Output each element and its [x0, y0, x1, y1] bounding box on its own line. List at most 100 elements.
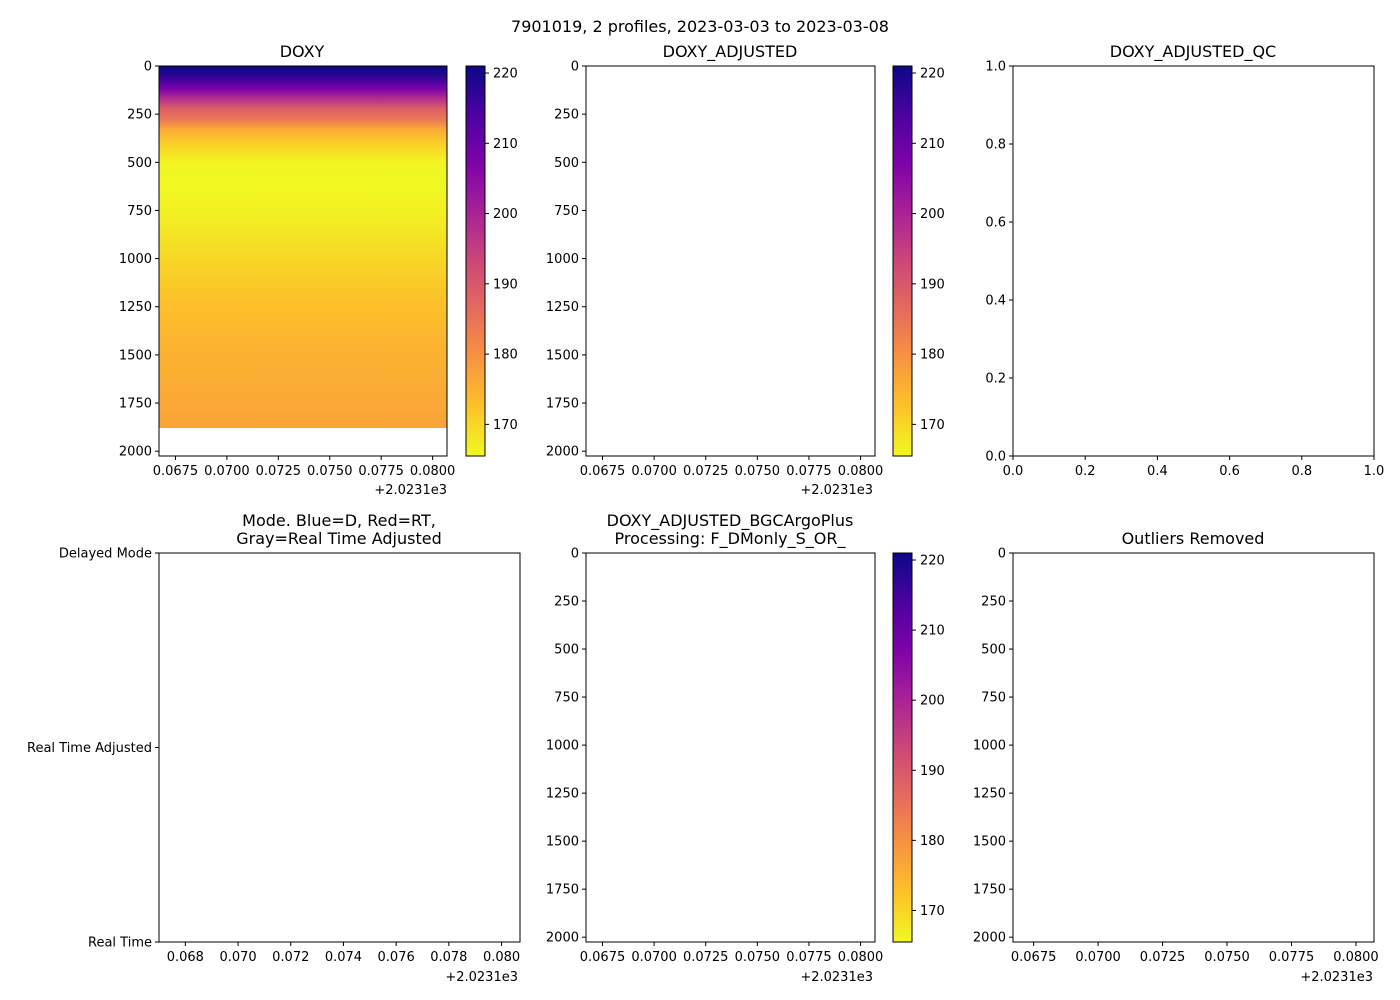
doxy-y-tick-label: 1250: [119, 300, 152, 315]
doxy-adjusted-qc-x-tick-label: 1.0: [1364, 464, 1385, 479]
panel-mode-title-line1: Mode. Blue=D, Red=RT,: [242, 511, 436, 530]
panel-outliers-axes: [1012, 552, 1375, 943]
colorbar-doxy-adjusted-tick-label: 200: [920, 207, 945, 222]
doxy-adjusted-qc-y-tick-label: 0.6: [985, 216, 1006, 231]
panel-bgc-title-line2: Processing: F_DMonly_S_OR_: [615, 529, 847, 549]
doxy-adjusted-qc-x-tick-label: 0.4: [1147, 464, 1168, 479]
doxy-adjusted-x-tick-label: 0.0775: [786, 464, 832, 479]
mode-x-tick-label: 0.074: [325, 950, 362, 965]
doxy-adjusted-x-tick-label: 0.0725: [683, 464, 729, 479]
panel-bgc-y-axis: 0 250 500 750 1000 1250 1500 1750 2000: [546, 547, 586, 946]
colorbar-doxy-ticks: 170 180 190 200 210 220: [485, 67, 518, 433]
bgc-x-tick-label: 0.0675: [580, 950, 626, 965]
doxy-adjusted-qc-x-tick-label: 0.8: [1291, 464, 1312, 479]
colorbar-bgc-tick-label: 210: [920, 624, 945, 639]
colorbar-bgc-tick-label: 180: [920, 834, 945, 849]
panel-mode-axes: [158, 552, 521, 943]
colorbar-doxy-tick-label: 180: [493, 348, 518, 363]
doxy-adjusted-y-tick-label: 2000: [546, 445, 579, 460]
panel-doxy-adjusted-y-axis: 0 250 500 750 1000 1250 1500 1750 2000: [546, 60, 586, 460]
doxy-adjusted-y-tick-label: 1000: [546, 252, 579, 267]
doxy-x-tick-label: 0.0775: [358, 464, 404, 479]
panel-doxy-adjusted-qc-x-axis: 0.0 0.2 0.4 0.6 0.8 1.0: [1003, 456, 1385, 479]
doxy-y-tick-label: 500: [127, 156, 152, 171]
panel-doxy-adjusted-qc-title: DOXY_ADJUSTED_QC: [1110, 42, 1276, 62]
bgc-x-tick-label: 0.0700: [631, 950, 677, 965]
doxy-y-tick-label: 1500: [119, 348, 152, 363]
colorbar-doxy-adjusted-tick-label: 170: [920, 418, 945, 433]
doxy-x-tick-label: 0.0700: [204, 464, 250, 479]
panel-outliers-y-axis: 0 250 500 750 1000 1250 1500 1750 2000: [973, 547, 1013, 946]
doxy-adjusted-qc-y-tick-label: 0.4: [985, 294, 1006, 309]
doxy-y-tick-label: 1750: [119, 397, 152, 412]
outliers-y-tick-label: 1500: [973, 835, 1006, 850]
bgc-x-tick-label: 0.0750: [735, 950, 781, 965]
bgc-y-tick-label: 1750: [546, 883, 579, 898]
panel-outliers-x-axis: 0.0675 0.0700 0.0725 0.0750 0.0775 0.0800: [1011, 942, 1379, 965]
outliers-y-tick-label: 1250: [973, 787, 1006, 802]
doxy-x-tick-label: 0.0800: [410, 464, 456, 479]
mode-x-tick-label: 0.068: [167, 950, 204, 965]
colorbar-bgc-tick-label: 190: [920, 764, 945, 779]
panel-bgc-x-axis: 0.0675 0.0700 0.0725 0.0750 0.0775 0.0800: [580, 942, 884, 965]
doxy-adjusted-y-tick-label: 750: [554, 204, 579, 219]
colorbar-doxy-adjusted: [892, 65, 913, 457]
outliers-y-tick-label: 1750: [973, 883, 1006, 898]
outliers-x-tick-label: 0.0750: [1204, 950, 1250, 965]
panel-bgc: DOXY_ADJUSTED_BGCArgoPlus Processing: F_…: [546, 511, 945, 985]
panel-bgc-axes: [585, 552, 876, 943]
panel-doxy-adjusted-qc: DOXY_ADJUSTED_QC 1.00.80.60.40.20.0 0.0 0…: [985, 42, 1384, 479]
outliers-y-tick-label: 1000: [973, 739, 1006, 754]
doxy-adjusted-qc-y-tick-label: 0.0: [985, 450, 1006, 465]
doxy-y-tick-label: 250: [127, 108, 152, 123]
colorbar-doxy-tick-label: 190: [493, 277, 518, 292]
bgc-x-tick-label: 0.0800: [838, 950, 884, 965]
doxy-adjusted-qc-x-tick-label: 0.0: [1003, 464, 1024, 479]
panel-doxy-adjusted: DOXY_ADJUSTED 0 250 500 750 1000 1250 1500 1750…: [546, 42, 945, 498]
panel-doxy-axes: [158, 65, 448, 457]
colorbar-doxy-adjusted-tick-label: 180: [920, 348, 945, 363]
bgc-y-tick-label: 1000: [546, 739, 579, 754]
mode-x-tick-label: 0.070: [219, 950, 256, 965]
bgc-y-tick-label: 2000: [546, 931, 579, 946]
mode-y-tick-label: Real Time: [88, 936, 152, 951]
doxy-x-tick-label: 0.0675: [153, 464, 199, 479]
panel-doxy-y-axis: 0 250 500 750 1000 1250 1500 1750 2000: [119, 60, 159, 460]
doxy-y-tick-label: 1000: [119, 252, 152, 267]
mode-x-tick-label: 0.078: [430, 950, 467, 965]
panel-outliers: Outliers Removed 0 250 500 750 1000 1250 1500 1…: [973, 529, 1379, 985]
panel-mode-title-line2: Gray=Real Time Adjusted: [236, 529, 442, 548]
panel-doxy-adjusted-qc-axes: [1012, 65, 1375, 457]
doxy-adjusted-y-tick-label: 1500: [546, 348, 579, 363]
doxy-adjusted-qc-x-tick-label: 0.6: [1219, 464, 1240, 479]
doxy-y-tick-label: 0: [144, 60, 152, 75]
outliers-x-tick-label: 0.0800: [1333, 950, 1379, 965]
colorbar-doxy-tick-label: 220: [493, 67, 518, 82]
panel-doxy-adjusted-offset: +2.0231e3: [800, 483, 873, 498]
panel-mode-x-axis: 0.068 0.070 0.072 0.074 0.076 0.078 0.080: [167, 942, 520, 965]
bgc-y-tick-label: 250: [554, 595, 579, 610]
outliers-x-tick-label: 0.0725: [1140, 950, 1186, 965]
bgc-x-tick-label: 0.0775: [786, 950, 832, 965]
outliers-y-tick-label: 500: [981, 643, 1006, 658]
bgc-x-tick-label: 0.0725: [683, 950, 729, 965]
mode-x-tick-label: 0.076: [378, 950, 415, 965]
outliers-x-tick-label: 0.0675: [1011, 950, 1057, 965]
panel-doxy-title: DOXY: [280, 42, 325, 61]
doxy-adjusted-x-tick-label: 0.0700: [631, 464, 677, 479]
doxy-adjusted-x-tick-label: 0.0675: [580, 464, 626, 479]
colorbar-doxy-tick-label: 170: [493, 418, 518, 433]
panel-outliers-offset: +2.0231e3: [1300, 970, 1373, 985]
doxy-y-tick-label: 2000: [119, 445, 152, 460]
colorbar-doxy-tick-label: 210: [493, 137, 518, 152]
panel-doxy: DOXY 0 250 500 750 1000 1250 1500 1750 2000 0.06…: [119, 42, 518, 498]
panel-doxy-adjusted-qc-y-axis: 1.0 0.8 0.6 0.4 0.2 0.0: [985, 60, 1013, 465]
colorbar-bgc-ticks: 170 180 190 200 210 220: [912, 554, 945, 919]
colorbar-bgc: [892, 552, 913, 943]
doxy-y-tick-label: 750: [127, 204, 152, 219]
doxy-adjusted-y-tick-label: 500: [554, 156, 579, 171]
panel-outliers-title: Outliers Removed: [1122, 529, 1265, 548]
colorbar-doxy-tick-label: 200: [493, 207, 518, 222]
panel-bgc-offset: +2.0231e3: [800, 970, 873, 985]
